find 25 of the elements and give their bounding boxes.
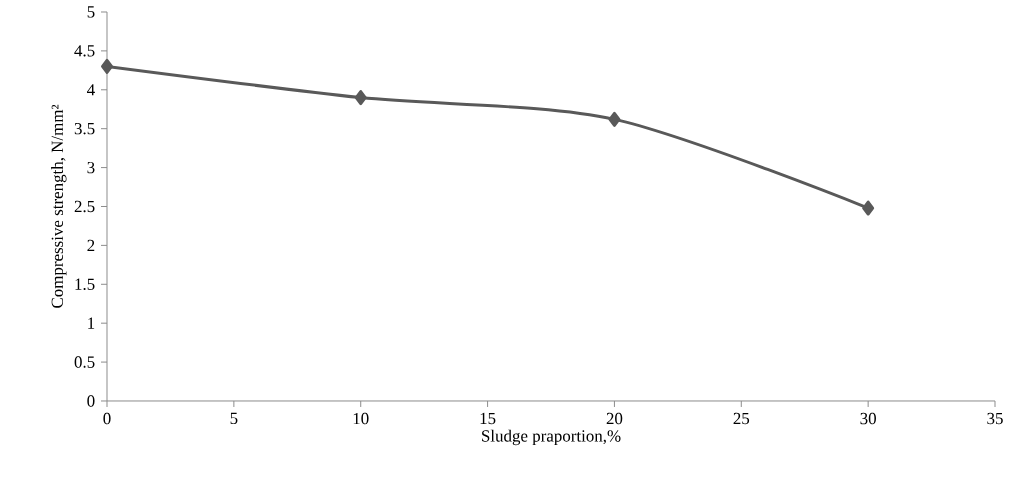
x-tick-label: 35: [987, 412, 1003, 425]
y-tick-label: 2: [87, 239, 95, 251]
y-tick-label: 1: [88, 317, 95, 329]
x-tick-label: 25: [733, 412, 750, 425]
x-axis-title: Sludge praportion,%: [482, 429, 621, 446]
y-tick-label: 4.5: [74, 45, 95, 57]
y-tick-label: 4: [87, 84, 95, 96]
point: [608, 111, 621, 127]
point: [101, 58, 114, 74]
x-tick-label: 15: [480, 412, 496, 425]
x-tick-label: 0: [103, 412, 111, 425]
x-tick-label: 30: [860, 412, 876, 425]
x-tick-label: 10: [353, 412, 369, 425]
y-tick-label: 3.5: [74, 122, 95, 135]
y-tick-label: 0: [87, 395, 95, 407]
point: [354, 90, 367, 106]
y-tick-label: 5: [87, 6, 95, 18]
y-tick-label: 2.5: [74, 200, 95, 213]
x-tick-label: 5: [230, 412, 238, 425]
y-axis-title: Compressive strength, N/mm²: [51, 104, 67, 308]
x-tick-label: 20: [606, 412, 623, 425]
point: [862, 200, 875, 216]
y-tick-label: 3: [87, 161, 95, 174]
y-tick-label: 0.5: [74, 356, 95, 368]
y-tick-label: 1.5: [75, 278, 95, 290]
